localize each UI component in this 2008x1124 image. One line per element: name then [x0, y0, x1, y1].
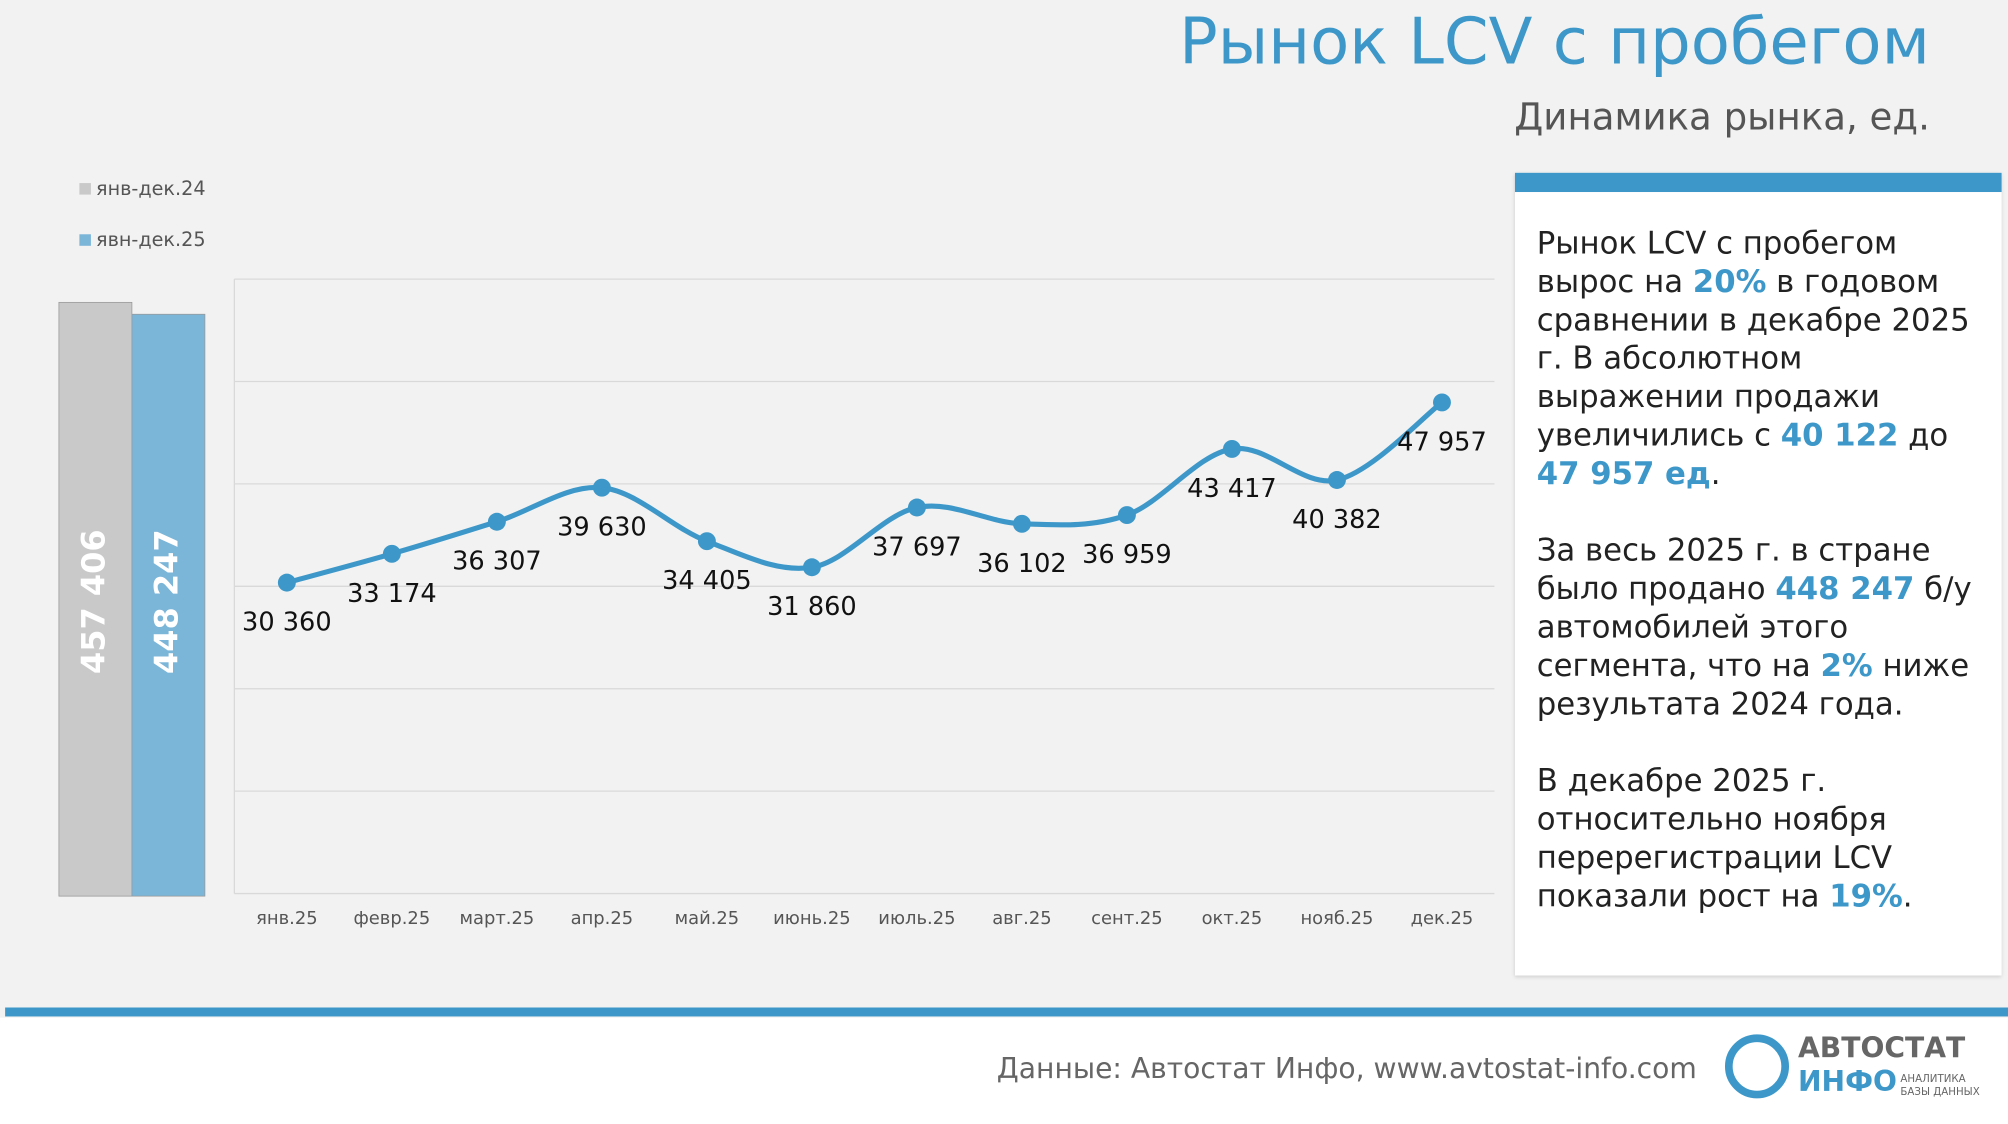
data-label: 40 382	[1292, 505, 1382, 535]
text: б/у автомобилей этого сегмента, что на	[1536, 570, 1972, 684]
point	[592, 478, 611, 497]
data-label: 47 957	[1397, 427, 1487, 457]
point	[1117, 506, 1136, 525]
legend-swatch	[79, 234, 91, 246]
title: Рынок LCV с пробегом	[1179, 6, 1930, 80]
legend-swatch	[79, 183, 91, 195]
highlight: 448 247	[1775, 570, 1915, 607]
source: Данные: Автостат Инфо, www.avtostat-info…	[997, 1052, 1697, 1085]
point	[277, 573, 296, 592]
text: .	[1902, 878, 1913, 915]
point	[1222, 439, 1241, 458]
point	[802, 558, 821, 577]
bar-value-label: 448 247	[147, 529, 185, 674]
logo-tagline: БАЗЫ ДАННЫХ	[1900, 1086, 1979, 1098]
logo-top: АВТОСТАТ	[1798, 1032, 1966, 1065]
subtitle: Динамика рынка, ед.	[1514, 96, 1930, 139]
x-tick-label: июль.25	[878, 908, 955, 929]
x-tick-label: февр.25	[353, 908, 430, 929]
point	[382, 544, 401, 563]
highlight: 19%	[1829, 878, 1903, 915]
data-label: 43 417	[1187, 474, 1277, 504]
bar	[131, 313, 206, 897]
text: .	[1710, 455, 1721, 492]
text: ниже результата 2024 года.	[1536, 647, 1970, 723]
panel-header-bar	[1514, 172, 2002, 193]
footer-rule	[5, 1007, 2008, 1017]
logo-icon	[1724, 1034, 1790, 1099]
data-label: 30 360	[242, 608, 332, 638]
x-tick-label: апр.25	[571, 908, 634, 929]
x-tick-label: март.25	[459, 908, 534, 929]
text: В декабре 2025 г. относительно ноября пе…	[1536, 762, 1893, 915]
x-tick-label: нояб.25	[1300, 908, 1373, 929]
data-label: 39 630	[557, 513, 647, 543]
point	[1012, 514, 1031, 533]
logo-tagline: АНАЛИТИКА	[1900, 1073, 1965, 1085]
highlight: 2%	[1820, 647, 1873, 684]
paragraph: За весь 2025 г. в стране было продано 44…	[1537, 531, 1979, 723]
x-tick-label: янв.25	[256, 908, 318, 929]
paragraph: Рынок LCV с пробегом вырос на 20% в годо…	[1537, 224, 1979, 493]
text: Рынок LCV с пробегом вырос на	[1536, 225, 1898, 300]
paragraph: В декабре 2025 г. относительно ноября пе…	[1537, 762, 1979, 916]
x-tick-label: окт.25	[1202, 908, 1263, 929]
highlight: 47 957 ед	[1536, 455, 1711, 492]
point	[487, 512, 506, 531]
x-tick-label: дек.25	[1411, 908, 1474, 929]
data-label: 33 174	[347, 579, 437, 609]
legend-label: явн-дек.25	[96, 228, 206, 251]
data-label: 34 405	[662, 566, 752, 596]
point	[697, 532, 716, 551]
highlight: 20%	[1692, 263, 1767, 300]
text: в годовом сравнении в декабре 2025 г. В …	[1536, 263, 1970, 454]
data-label: 36 307	[452, 547, 542, 577]
x-tick-label: май.25	[675, 908, 740, 929]
point	[1433, 393, 1451, 412]
bar-value-label: 457 406	[74, 529, 112, 674]
x-tick-label: сент.25	[1091, 908, 1162, 929]
point	[907, 498, 926, 517]
logo-bottom: ИНФО	[1798, 1065, 1897, 1098]
text: до	[1898, 417, 1949, 454]
footer	[0, 1017, 2008, 1124]
highlight: 40 122	[1780, 417, 1899, 454]
data-label: 37 697	[872, 532, 962, 562]
bar	[58, 301, 133, 897]
data-label: 36 959	[1082, 540, 1172, 570]
x-tick-label: июнь.25	[773, 908, 850, 929]
data-label: 36 102	[977, 549, 1067, 579]
panel-text: Рынок LCV с пробегом вырос на 20% в годо…	[1515, 192, 2002, 915]
text: За весь 2025 г. в стране было продано	[1536, 532, 1931, 607]
text-panel: Рынок LCV с пробегом вырос на 20% в годо…	[1514, 172, 2002, 976]
legend-label: янв-дек.24	[96, 177, 206, 200]
data-label: 31 860	[767, 592, 857, 622]
x-tick-label: авг.25	[992, 908, 1051, 929]
point	[1327, 471, 1346, 489]
